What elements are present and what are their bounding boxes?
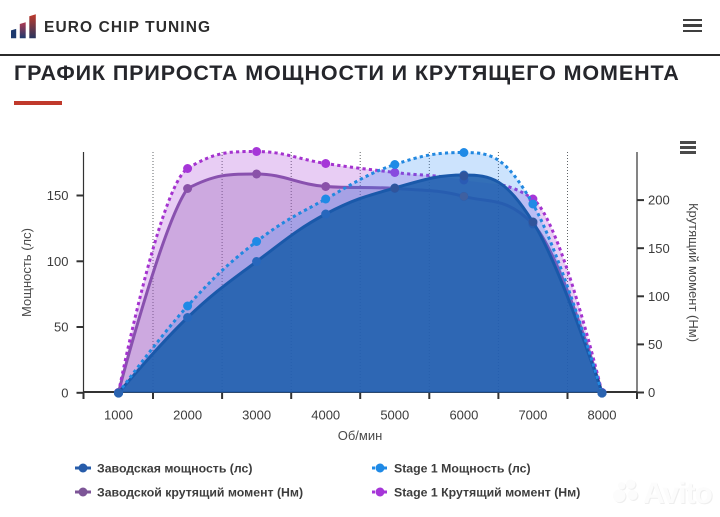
svg-text:100: 100	[47, 254, 69, 269]
svg-text:200: 200	[648, 193, 670, 208]
svg-text:6000: 6000	[449, 408, 478, 423]
svg-text:3000: 3000	[242, 408, 271, 423]
svg-text:Заводская мощность (лс): Заводская мощность (лс)	[97, 461, 252, 475]
svg-text:50: 50	[54, 320, 68, 335]
svg-text:8000: 8000	[588, 408, 617, 423]
svg-text:50: 50	[648, 337, 662, 352]
svg-text:Крутящий момент (Нм): Крутящий момент (Нм)	[686, 203, 701, 342]
svg-text:Об/мин: Об/мин	[338, 428, 383, 443]
svg-text:Заводской крутящий момент (Нм): Заводской крутящий момент (Нм)	[97, 485, 303, 499]
svg-text:7000: 7000	[518, 408, 547, 423]
svg-text:Stage 1 Мощность (лс): Stage 1 Мощность (лс)	[394, 461, 531, 475]
svg-text:0: 0	[61, 385, 68, 400]
svg-text:Мощность (лс): Мощность (лс)	[19, 228, 34, 317]
svg-text:5000: 5000	[380, 408, 409, 423]
svg-text:Stage 1 Крутящий момент (Нм): Stage 1 Крутящий момент (Нм)	[394, 485, 580, 499]
svg-text:4000: 4000	[311, 408, 340, 423]
svg-text:150: 150	[648, 241, 670, 256]
svg-text:1000: 1000	[104, 408, 133, 423]
svg-text:2000: 2000	[173, 408, 202, 423]
svg-text:Avito: Avito	[644, 478, 714, 511]
svg-text:100: 100	[648, 289, 670, 304]
svg-text:0: 0	[648, 385, 655, 400]
svg-text:Avito: Avito	[643, 477, 713, 510]
svg-text:150: 150	[47, 188, 69, 203]
